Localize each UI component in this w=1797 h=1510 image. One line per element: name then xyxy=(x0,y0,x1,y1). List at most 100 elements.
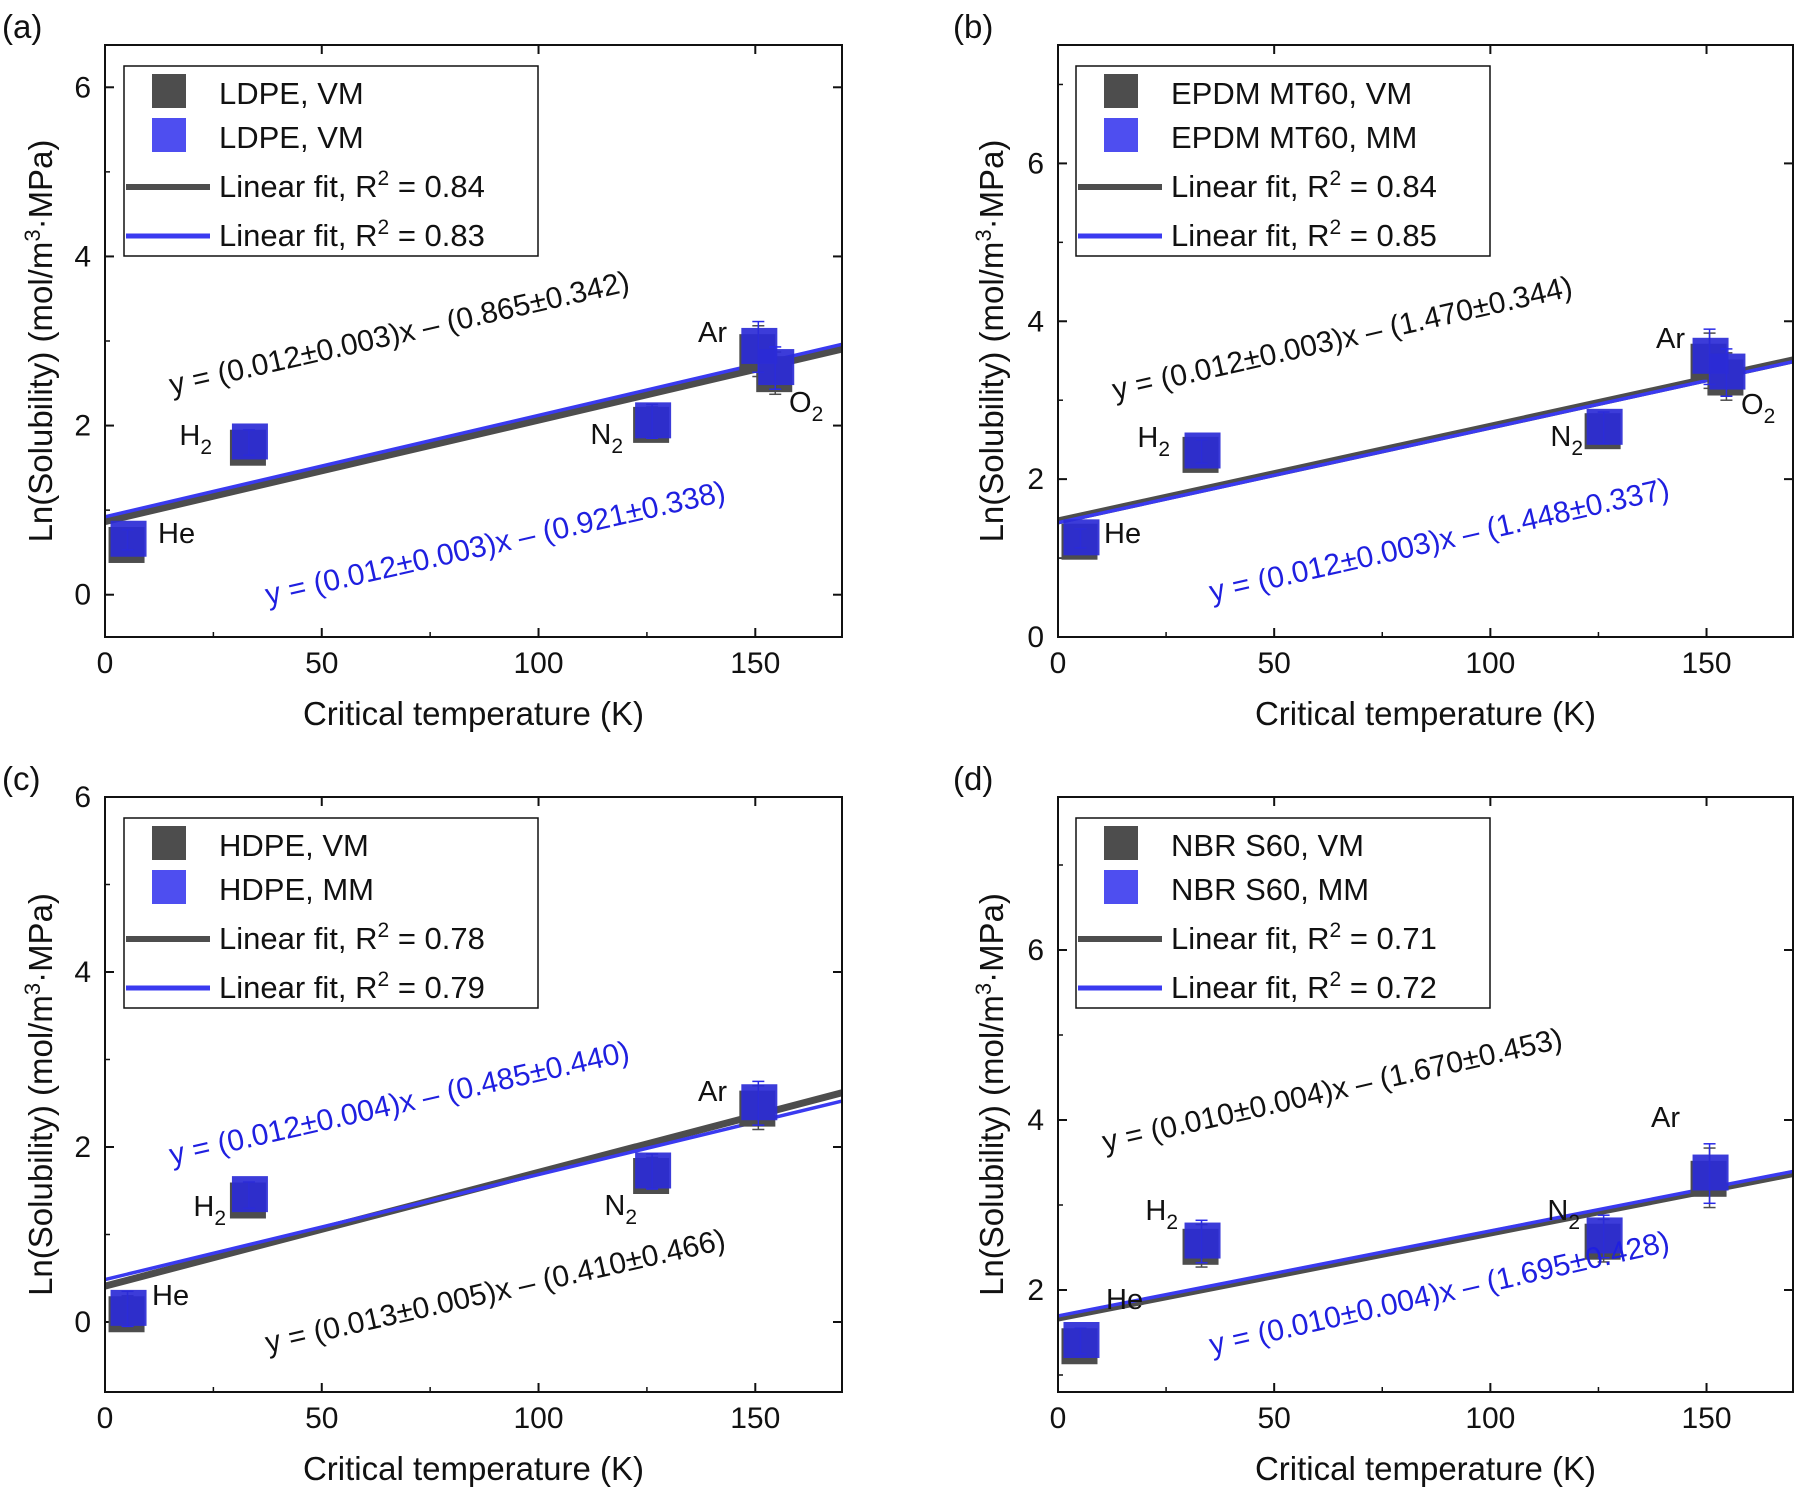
fit-line xyxy=(1057,359,1794,525)
x-tick-label: 0 xyxy=(97,647,114,680)
gas-label: O2 xyxy=(1741,389,1775,428)
legend-entry-sup: 2 xyxy=(1330,167,1342,190)
fit-equation: y = (0.012±0.003)x – (1.448±0.337) xyxy=(1206,472,1672,608)
plot-frame xyxy=(104,44,843,638)
y-axis-title-main: Ln(Solubility) (mol/m xyxy=(22,242,59,543)
legend-entry: EPDM MT60, MM xyxy=(1171,120,1417,155)
panel-a: (a) 0 50 100 150 0 2 4 6 Critical temperature (K)… xyxy=(2,8,843,732)
gas-label-name: N xyxy=(590,419,611,451)
legend-entry-sup: 2 xyxy=(1330,919,1342,942)
data-point xyxy=(1586,408,1623,445)
fit-line xyxy=(104,342,843,519)
y-axis-title-sup: 3 xyxy=(20,983,45,995)
y-axis-title: Ln(Solubility) (mol/m3·MPa) xyxy=(20,893,59,1296)
y-axis-title-main: Ln(Solubility) (mol/m xyxy=(973,995,1010,1296)
legend-entry-name: Linear fit, R xyxy=(219,169,378,204)
y-axis-title-sup: 3 xyxy=(971,983,996,995)
y-axis-title-sup: 3 xyxy=(20,229,45,241)
data-point xyxy=(635,402,672,439)
y-axis-title-end: ·MPa) xyxy=(973,140,1010,230)
gas-label: H2 xyxy=(1145,1195,1178,1234)
x-tick-label: 150 xyxy=(1681,1402,1731,1435)
panel-d: (d) 0 50 100 150 2 4 6 Critical temperature (K) L… xyxy=(953,760,1794,1487)
x-tick-label: 100 xyxy=(513,1402,563,1435)
x-tick-label: 150 xyxy=(730,1402,780,1435)
x-tick-label: 50 xyxy=(305,1402,338,1435)
x-tick-label: 50 xyxy=(305,647,338,680)
gas-label: H2 xyxy=(193,1191,226,1230)
data-point xyxy=(110,1289,147,1326)
gas-label-name: He xyxy=(158,518,195,550)
legend-entry: Linear fit, R2 = 0.78 xyxy=(219,919,485,956)
gas-label: He xyxy=(1104,518,1141,550)
panel-b: (b) 0 50 100 150 0 2 4 6 Critical temperature (K)… xyxy=(953,8,1794,732)
fit-line xyxy=(104,345,843,525)
legend-entry-r2: = 0.84 xyxy=(1341,169,1437,204)
data-point xyxy=(1184,1222,1221,1259)
legend-entry-sup: 2 xyxy=(378,216,390,239)
y-tick-label: 0 xyxy=(74,579,91,612)
legend-entry-name: EPDM MT60, VM xyxy=(1171,76,1412,111)
legend-entry-r2: = 0.79 xyxy=(389,970,485,1005)
gas-label: H2 xyxy=(179,420,212,459)
x-tick-label: 0 xyxy=(1050,1402,1067,1435)
gas-label-name: N xyxy=(604,1190,625,1222)
gas-label-name: N xyxy=(1550,421,1571,453)
y-axis-title-end: ·MPa) xyxy=(22,893,59,983)
gas-label-name: Ar xyxy=(698,317,727,349)
legend: LDPE, VM LDPE, VM Linear fit, R2 = 0.84Lin… xyxy=(123,65,539,257)
data-point xyxy=(231,1176,268,1213)
gas-label: N2 xyxy=(1547,1195,1580,1234)
x-tick-label: 150 xyxy=(1681,647,1731,680)
legend-entry: Linear fit, R2 = 0.84 xyxy=(219,167,485,204)
gas-label-sub: 2 xyxy=(812,403,824,426)
y-axis-title: Ln(Solubility) (mol/m3·MPa) xyxy=(971,893,1010,1296)
x-axis-title: Critical temperature (K) xyxy=(303,1450,644,1487)
legend-marker xyxy=(152,74,186,108)
legend-entry: Linear fit, R2 = 0.72 xyxy=(1171,968,1437,1005)
legend-entry-name: LDPE, VM xyxy=(219,76,364,111)
y-axis-title-sup: 3 xyxy=(971,229,996,241)
y-axis-title-main: Ln(Solubility) (mol/m xyxy=(22,995,59,1296)
y-axis-title-end: ·MPa) xyxy=(973,893,1010,983)
y-tick-label: 4 xyxy=(1027,305,1044,338)
gas-label: O2 xyxy=(789,387,823,426)
legend-entry-name: NBR S60, MM xyxy=(1171,872,1369,907)
legend-entry-r2: = 0.83 xyxy=(389,218,485,253)
legend-marker xyxy=(1104,118,1138,152)
data-point xyxy=(1063,1322,1100,1358)
gas-label-name: O xyxy=(789,387,812,419)
gas-label-name: He xyxy=(152,1280,189,1312)
fit-line xyxy=(104,1099,843,1282)
gas-label-sub: 2 xyxy=(1166,1211,1178,1234)
y-tick-label: 6 xyxy=(1027,147,1044,180)
data-point xyxy=(741,1084,778,1121)
legend-entry: HDPE, MM xyxy=(219,872,374,907)
gas-label-name: H xyxy=(1137,422,1158,454)
gas-label: Ar xyxy=(1656,323,1685,355)
gas-label: He xyxy=(1106,1284,1143,1316)
x-tick-label: 50 xyxy=(1257,647,1290,680)
legend-marker xyxy=(1104,74,1138,108)
legend-entry-name: HDPE, VM xyxy=(219,828,369,863)
legend-entry-name: Linear fit, R xyxy=(1171,921,1330,956)
legend-entry: NBR S60, VM xyxy=(1171,828,1364,863)
legend-entry-name: HDPE, MM xyxy=(219,872,374,907)
data-point xyxy=(110,520,147,557)
y-axis-title-end: ·MPa) xyxy=(22,140,59,230)
y-tick-label: 2 xyxy=(1027,1274,1044,1307)
gas-label-name: H xyxy=(179,420,200,452)
gas-label-sub: 2 xyxy=(214,1207,226,1230)
y-tick-label: 4 xyxy=(1027,1104,1044,1137)
plot-frame xyxy=(1057,44,1794,638)
fit-line xyxy=(1057,1170,1794,1322)
legend-entry: LDPE, VM xyxy=(219,120,364,155)
plot-frame xyxy=(1057,796,1794,1393)
x-axis-title: Critical temperature (K) xyxy=(303,695,644,732)
y-tick-label: 6 xyxy=(74,781,91,814)
gas-label: Ar xyxy=(698,317,727,349)
gas-label-sub: 2 xyxy=(625,1206,637,1229)
data-point xyxy=(1586,1217,1623,1254)
